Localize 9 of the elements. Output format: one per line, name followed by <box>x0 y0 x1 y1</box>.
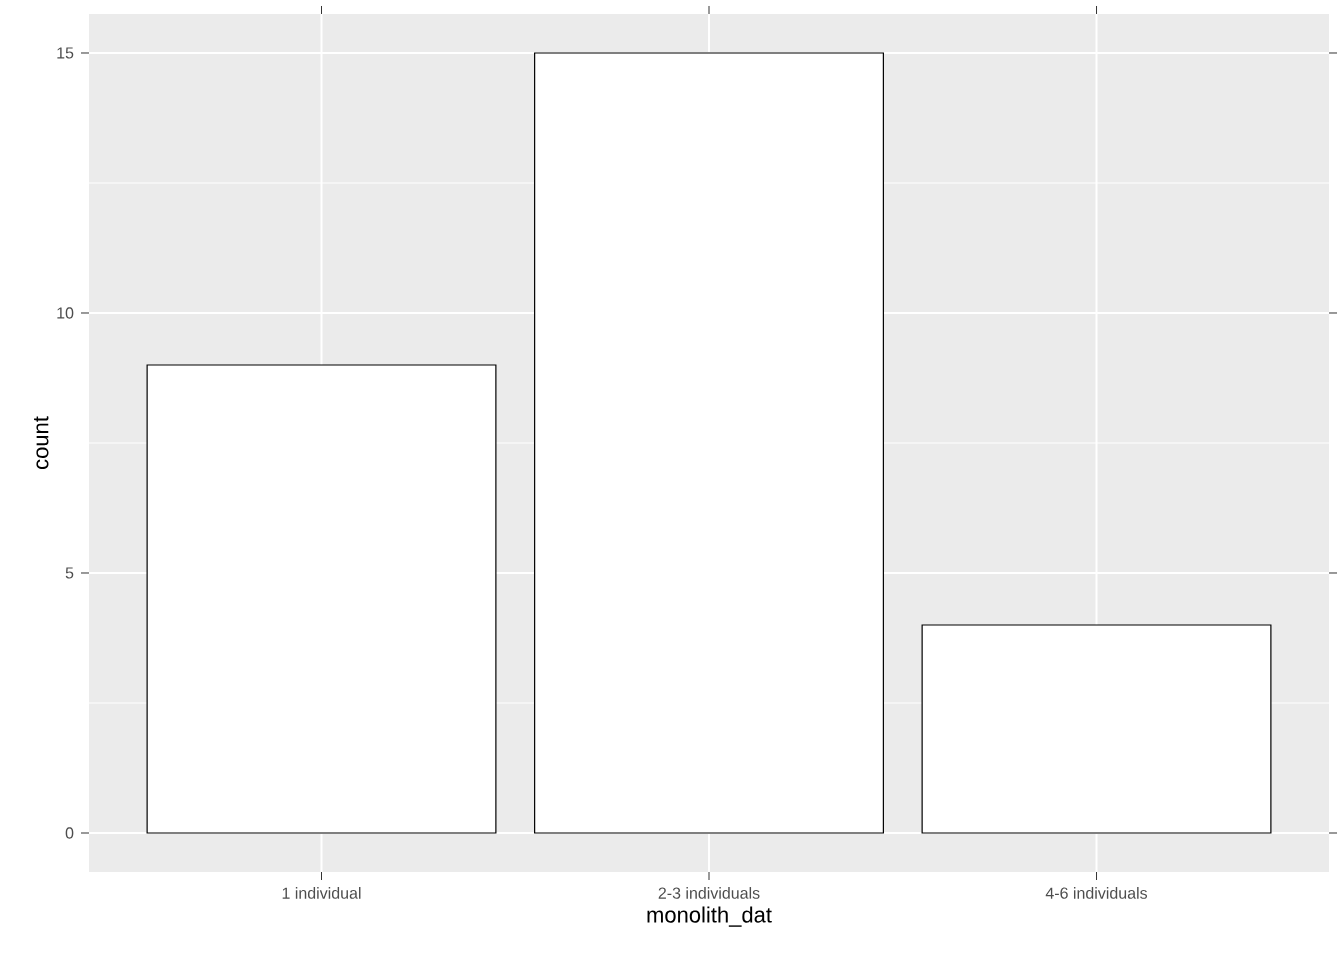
y-tick-label: 10 <box>57 307 74 319</box>
y-tick-label: 15 <box>57 47 74 59</box>
x-tick-label: 2-3 individuals <box>658 887 760 899</box>
y-tick-label: 5 <box>65 567 74 579</box>
x-tick-label: 4-6 individuals <box>1045 887 1148 899</box>
y-tick-label: 0 <box>65 827 74 839</box>
y-axis-title: count <box>34 416 49 469</box>
x-axis-title: monolith_dat <box>647 906 772 927</box>
x-tick-label: 1 individual <box>282 887 361 899</box>
